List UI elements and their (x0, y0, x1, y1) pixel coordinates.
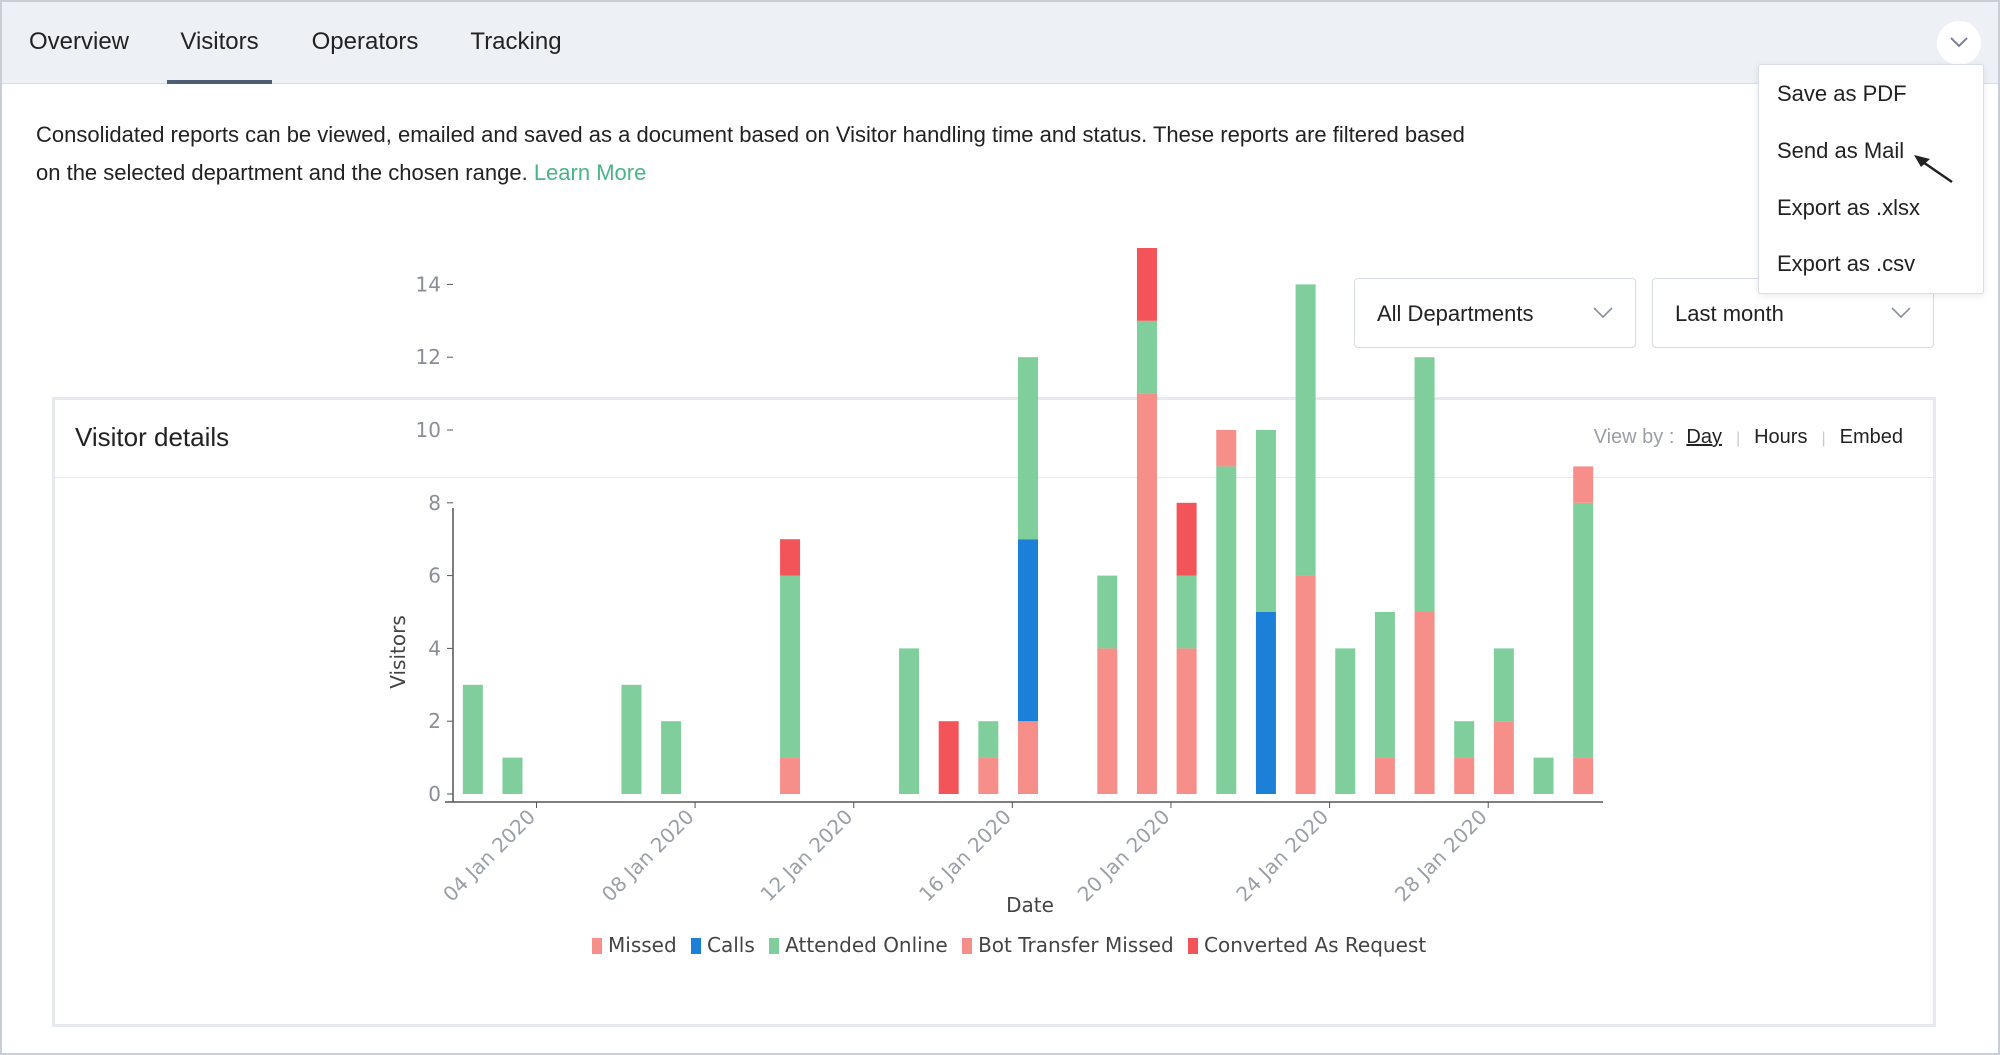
bar-attended-online (661, 721, 682, 794)
chart-legend: Missed Calls Attended Online Bot Transfe… (592, 933, 1434, 957)
y-tick-label: 14 (416, 272, 441, 296)
tab-tracking[interactable]: Tracking (470, 28, 562, 55)
bar-bot-transfer-missed (1216, 430, 1237, 467)
bar-attended-online (780, 575, 801, 758)
y-tick-label: 0 (428, 782, 441, 806)
tab-visitors[interactable]: Visitors (167, 2, 272, 84)
tab-overview[interactable]: Overview (28, 28, 130, 55)
bar-attended-online (899, 648, 920, 794)
chevron-down-icon (1891, 307, 1911, 319)
bar-missed (1414, 612, 1435, 794)
department-select-value: All Departments (1377, 301, 1534, 326)
arrow-pointer-icon (1914, 155, 1953, 184)
y-tick-label: 10 (416, 418, 441, 442)
y-tick-label: 4 (428, 636, 441, 660)
bar-attended-online (1493, 648, 1514, 722)
learn-more-link[interactable]: Learn More (533, 160, 647, 185)
y-tick-label: 6 (428, 564, 441, 588)
chevron-down-icon (1593, 307, 1613, 319)
bar-missed (1573, 757, 1594, 794)
bar-missed (1374, 757, 1395, 794)
bar-converted-as-request (938, 721, 959, 794)
view-option-day[interactable]: Day (1686, 426, 1722, 448)
x-tick-label: 08 Jan 2020 (597, 805, 699, 907)
menu-item-export-csv[interactable]: Export as .csv (1777, 251, 1916, 276)
bar-calls (1255, 612, 1276, 794)
bar-bot-transfer-missed (1573, 466, 1594, 503)
visitor-details-card: Visitor details View by : Day | Hours | Embed (52, 397, 1936, 1027)
x-tick-label: 16 Jan 2020 (914, 805, 1016, 907)
x-tick-label: 20 Jan 2020 (1073, 805, 1175, 907)
tab-bar: Overview Visitors Operators Tracking (2, 2, 1998, 84)
legend-item-missed[interactable]: Missed (592, 933, 677, 957)
legend-item-calls[interactable]: Calls (691, 933, 755, 957)
x-tick-label: 28 Jan 2020 (1390, 805, 1492, 907)
bar-attended-online (1136, 320, 1157, 394)
department-select[interactable]: All Departments (1354, 278, 1636, 348)
bar-missed (1018, 721, 1038, 794)
bar-attended-online (1216, 466, 1237, 794)
bar-converted-as-request (780, 539, 801, 576)
x-axis-label: Date (1006, 893, 1054, 917)
menu-item-export-xlsx[interactable]: Export as .xlsx (1777, 195, 1921, 220)
bar-attended-online (1335, 648, 1356, 794)
bar-calls (1018, 539, 1038, 722)
bar-converted-as-request (1176, 502, 1197, 576)
bar-attended-online (1018, 357, 1038, 540)
x-tick-label: 24 Jan 2020 (1231, 805, 1333, 907)
bar-attended-online (502, 757, 523, 794)
bar-attended-online (978, 721, 999, 758)
bar-missed (978, 757, 999, 794)
card-header: Visitor details View by : Day | Hours | Embed (55, 400, 1933, 478)
menu-item-send-mail[interactable]: Send as Mail (1777, 138, 1905, 163)
legend-item-attended-online[interactable]: Attended Online (769, 933, 948, 957)
bar-attended-online (1573, 502, 1594, 758)
bar-attended-online (1255, 430, 1276, 612)
bar-missed (1136, 393, 1157, 794)
bar-missed (1295, 575, 1316, 794)
bar-missed (780, 757, 801, 794)
bar-attended-online (1533, 757, 1554, 794)
bar-missed (1176, 648, 1197, 794)
y-tick-label: 2 (428, 709, 441, 733)
y-axis-label: Visitors (386, 615, 410, 689)
card-title: Visitor details (75, 422, 230, 452)
bar-attended-online (1176, 575, 1197, 649)
bar-converted-as-request (1136, 248, 1157, 321)
view-option-embed[interactable]: Embed (1839, 426, 1903, 448)
bar-missed (1097, 648, 1118, 794)
tab-operators[interactable]: Operators (311, 28, 419, 55)
y-tick-label: 12 (416, 345, 441, 369)
bar-attended-online (1374, 612, 1395, 758)
date-range-select-value: Last month (1675, 301, 1784, 326)
chevron-down-icon (1950, 37, 1968, 48)
view-by-label: View by : (1593, 426, 1675, 448)
description-line-1: Consolidated reports can be viewed, emai… (36, 122, 1465, 147)
legend-item-bot-transfer-missed[interactable]: Bot Transfer Missed (962, 933, 1174, 957)
legend-item-converted-as-request[interactable]: Converted As Request (1188, 933, 1426, 957)
y-tick-label: 8 (428, 491, 441, 515)
more-options-button[interactable] (1937, 21, 1981, 65)
description-line-2: on the selected department and the chose… (36, 160, 528, 185)
bar-missed (1493, 721, 1514, 794)
bar-missed (1454, 757, 1475, 794)
x-tick-label: 12 Jan 2020 (756, 805, 858, 907)
bar-attended-online (621, 684, 642, 794)
bar-attended-online (1414, 357, 1435, 612)
bar-attended-online (1295, 284, 1316, 576)
view-option-hours[interactable]: Hours (1754, 426, 1808, 448)
page-description: Consolidated reports can be viewed, emai… (36, 116, 1596, 192)
menu-item-save-pdf[interactable]: Save as PDF (1777, 81, 1907, 106)
x-tick-label: 04 Jan 2020 (438, 805, 540, 907)
bar-attended-online (1097, 575, 1118, 649)
bar-attended-online (1454, 721, 1475, 758)
view-by-switcher: View by : Day | Hours | Embed (1593, 426, 1903, 448)
bar-attended-online (462, 684, 483, 794)
